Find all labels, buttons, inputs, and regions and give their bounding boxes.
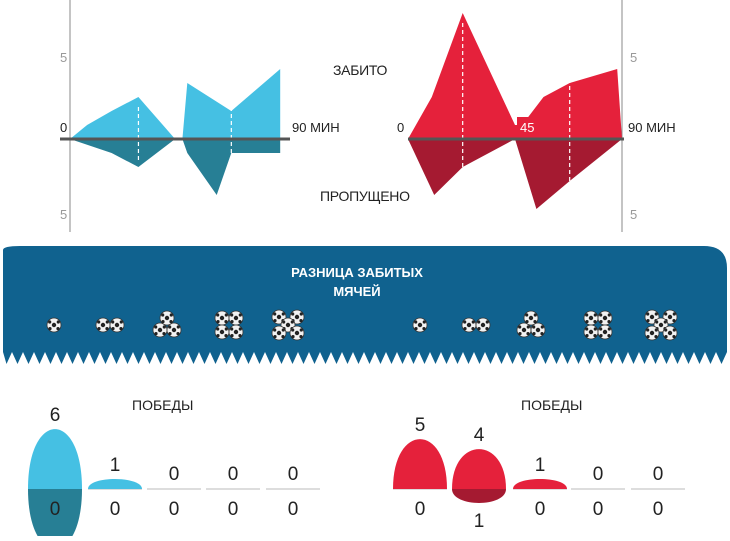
team_b-half1-scored-area: [408, 13, 515, 139]
team-a-axis-end: 90 МИН: [292, 120, 340, 135]
team_b-wins-value-3: 1: [535, 455, 546, 476]
ball-2-3-1: [516, 322, 532, 338]
ball-1-3-1: [152, 322, 168, 338]
team_a-half1-conceded-area: [70, 139, 176, 167]
team_a-half2-conceded-area: [182, 139, 281, 195]
team_a-wins-value-3: 0: [169, 464, 180, 485]
team_b-half1-conceded-area: [408, 139, 515, 195]
team_b-losses-value-1: 0: [415, 499, 426, 520]
ball-1-3-2: [166, 322, 182, 338]
conceded-label: ПРОПУЩЕНО: [320, 188, 410, 204]
ball-2-2-1: [461, 317, 477, 333]
team_b-losses-value-4: 0: [593, 499, 604, 520]
team-b-axis-end: 90 МИН: [628, 120, 676, 135]
ball-1-3-3: [159, 310, 175, 326]
ball-1-2-1: [95, 317, 111, 333]
ball-2-3-2: [530, 322, 546, 338]
team_a-losses-value-4: 0: [228, 499, 239, 520]
team-a-wins-chart: 6 0 1 0 0 0 0 0 0 0: [28, 405, 320, 541]
half-time-label: 45: [520, 120, 534, 135]
team-b-goal-timeline: [408, 13, 622, 209]
ball-2-5-5: [662, 325, 678, 341]
goal-diff-title-line2: МЯЧЕЙ: [333, 284, 380, 299]
ball-1-5-5: [289, 325, 305, 341]
team_b-losses-value-3: 0: [535, 499, 546, 520]
ball-2-4-2: [597, 310, 613, 326]
right-scale-bottom-5: 5: [630, 207, 637, 222]
ball-1-4-2: [228, 310, 244, 326]
team_b-losses-value-5: 0: [653, 499, 664, 520]
team_a-half2-scored-area: [182, 69, 281, 139]
ball-2-1-1: [412, 317, 428, 333]
team_b-wins-value-5: 0: [653, 464, 664, 485]
team_b-wins-value-1: 5: [415, 415, 426, 436]
ball-1-5-4: [271, 325, 287, 341]
ball-2-2-2: [475, 317, 491, 333]
ball-1-4-1: [214, 310, 230, 326]
team_a-losses-value-1: 0: [50, 499, 61, 520]
team-b-wins-chart: 5 0 4 1 1 0 0 0 0 0: [393, 415, 685, 532]
ball-2-5-4: [644, 325, 660, 341]
left-scale-top-5: 5: [60, 50, 67, 65]
ball-2-4-3: [583, 324, 599, 340]
team_a-losses-value-5: 0: [288, 499, 299, 520]
team_a-losses-value-2: 0: [110, 499, 121, 520]
ball-1-2-2: [109, 317, 125, 333]
ball-2-3-3: [523, 310, 539, 326]
half-time-box: [517, 117, 535, 136]
ball-2-4-4: [597, 324, 613, 340]
team_a-wins-value-1: 6: [50, 405, 61, 426]
ball-1-4-4: [228, 324, 244, 340]
team-a-goal-timeline: [70, 69, 281, 195]
team_b-losses-bar-2: [452, 489, 506, 503]
team_a-losses-bar-1: [28, 489, 82, 541]
ball-1-1-1: [46, 317, 62, 333]
team-b-wins-title: ПОБЕДЫ: [521, 397, 582, 413]
team-a-axis-zero: 0: [60, 120, 67, 135]
ball-1-4-3: [214, 324, 230, 340]
team_b-half2-scored-area: [515, 69, 622, 139]
left-scale-bottom-5: 5: [60, 207, 67, 222]
team_a-half1-scored-area: [70, 97, 176, 139]
team_b-wins-bar-1: [393, 439, 447, 489]
team_b-wins-value-2: 4: [474, 425, 485, 446]
team-a-wins-title: ПОБЕДЫ: [132, 397, 193, 413]
team_b-wins-bar-2: [452, 449, 506, 489]
team_b-half2-conceded-area: [515, 139, 622, 209]
team_a-wins-bar-1: [28, 429, 82, 489]
goal-difference-band: [3, 246, 727, 364]
team_a-wins-bar-2: [88, 479, 142, 489]
team_b-wins-value-4: 0: [593, 464, 604, 485]
team_b-losses-value-2: 1: [474, 511, 485, 532]
team-b-axis-zero: 0: [397, 120, 404, 135]
team_a-wins-value-5: 0: [288, 464, 299, 485]
goal-diff-title-line1: РАЗНИЦА ЗАБИТЫХ: [291, 265, 423, 280]
scored-label: ЗАБИТО: [333, 62, 387, 78]
team_a-losses-value-3: 0: [169, 499, 180, 520]
right-scale-top-5: 5: [630, 50, 637, 65]
ball-2-4-1: [583, 310, 599, 326]
team_b-wins-bar-3: [513, 479, 567, 489]
team_a-wins-value-2: 1: [110, 455, 121, 476]
team_a-wins-value-4: 0: [228, 464, 239, 485]
